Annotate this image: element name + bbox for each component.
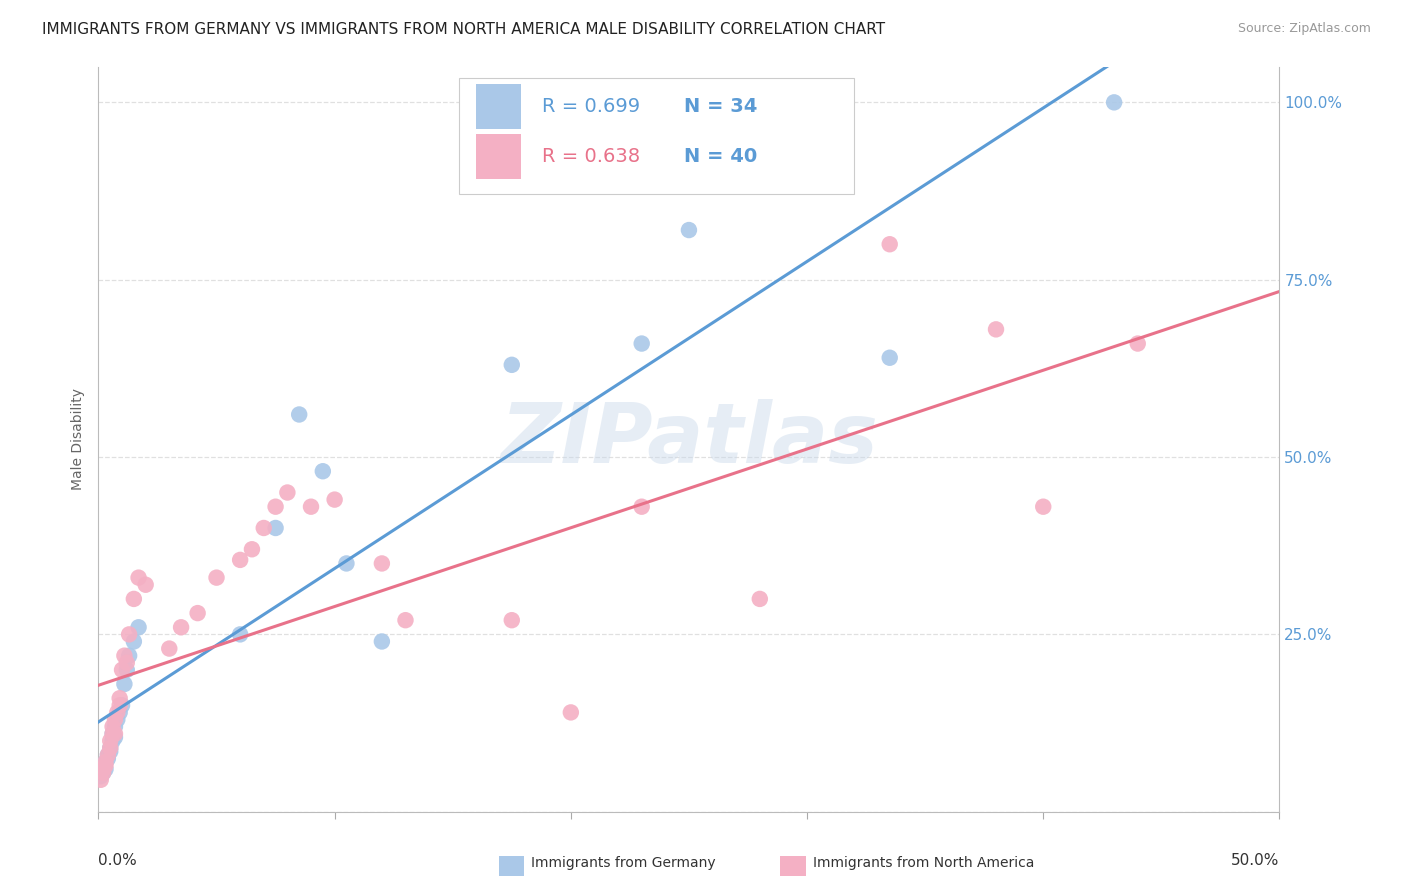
Point: [501, 613, 523, 627]
Point: [371, 634, 394, 648]
Point: [678, 223, 700, 237]
Point: [229, 553, 252, 567]
Point: [187, 606, 209, 620]
Point: [104, 720, 127, 734]
Point: [128, 571, 150, 585]
FancyBboxPatch shape: [477, 134, 522, 178]
Point: [101, 727, 124, 741]
Point: [111, 698, 134, 713]
Text: N = 40: N = 40: [685, 147, 758, 166]
FancyBboxPatch shape: [458, 78, 855, 194]
Point: [118, 648, 141, 663]
Point: [118, 627, 141, 641]
Point: [115, 663, 138, 677]
Point: [135, 578, 157, 592]
Text: R = 0.699: R = 0.699: [543, 97, 641, 116]
Point: [240, 542, 263, 557]
Point: [157, 641, 180, 656]
Point: [1102, 95, 1125, 110]
Point: [94, 758, 117, 772]
Point: [128, 620, 150, 634]
Point: [748, 591, 770, 606]
Point: [108, 706, 131, 720]
Point: [108, 698, 131, 713]
Text: Immigrants from Germany: Immigrants from Germany: [531, 856, 716, 871]
Point: [98, 744, 121, 758]
Point: [371, 557, 394, 571]
Point: [98, 733, 121, 747]
Point: [1032, 500, 1054, 514]
Point: [111, 663, 134, 677]
Y-axis label: Male Disability: Male Disability: [70, 388, 84, 491]
Point: [101, 733, 124, 747]
Point: [94, 762, 117, 776]
Point: [253, 521, 276, 535]
Point: [264, 500, 287, 514]
Text: 0.0%: 0.0%: [98, 853, 138, 868]
Point: [91, 765, 114, 780]
Point: [94, 755, 117, 769]
Text: ZIPatlas: ZIPatlas: [501, 399, 877, 480]
Point: [170, 620, 193, 634]
Point: [105, 713, 128, 727]
Point: [630, 500, 652, 514]
Text: R = 0.638: R = 0.638: [543, 147, 641, 166]
Point: [984, 322, 1007, 336]
Point: [91, 762, 114, 776]
Point: [205, 571, 228, 585]
Point: [323, 492, 346, 507]
FancyBboxPatch shape: [477, 84, 522, 128]
Point: [112, 648, 135, 663]
Point: [104, 730, 127, 744]
Point: [94, 755, 117, 769]
Point: [1126, 336, 1149, 351]
Point: [105, 706, 128, 720]
Point: [335, 557, 357, 571]
Point: [115, 656, 138, 670]
Point: [101, 727, 124, 741]
Point: [97, 747, 120, 762]
Point: [97, 751, 120, 765]
Text: N = 34: N = 34: [685, 97, 758, 116]
Point: [90, 772, 112, 787]
Point: [98, 740, 121, 755]
Point: [90, 769, 112, 783]
Point: [879, 351, 901, 365]
Point: [104, 727, 127, 741]
Text: 50.0%: 50.0%: [1232, 853, 1279, 868]
Point: [229, 627, 252, 641]
Point: [91, 765, 114, 780]
Point: [879, 237, 901, 252]
Text: Immigrants from North America: Immigrants from North America: [813, 856, 1033, 871]
Point: [560, 706, 582, 720]
Point: [97, 747, 120, 762]
Point: [101, 720, 124, 734]
Point: [122, 634, 145, 648]
Point: [394, 613, 416, 627]
Point: [98, 740, 121, 755]
Point: [299, 500, 322, 514]
Point: [501, 358, 523, 372]
Point: [276, 485, 298, 500]
Point: [630, 336, 652, 351]
Point: [122, 591, 145, 606]
Point: [288, 408, 311, 422]
Point: [104, 713, 127, 727]
Text: IMMIGRANTS FROM GERMANY VS IMMIGRANTS FROM NORTH AMERICA MALE DISABILITY CORRELA: IMMIGRANTS FROM GERMANY VS IMMIGRANTS FR…: [42, 22, 886, 37]
Point: [91, 758, 114, 772]
Point: [264, 521, 287, 535]
Text: Source: ZipAtlas.com: Source: ZipAtlas.com: [1237, 22, 1371, 36]
Point: [112, 677, 135, 691]
Point: [312, 464, 335, 478]
Point: [108, 691, 131, 706]
